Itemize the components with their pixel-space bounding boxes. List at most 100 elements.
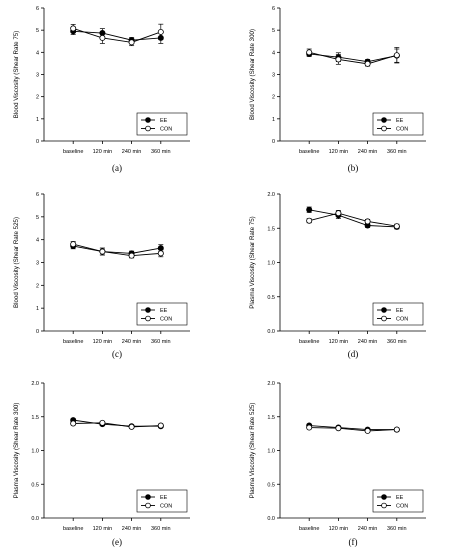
panel-label: (e) (112, 537, 122, 547)
data-point-con (70, 25, 77, 32)
y-axis-title: Plasma Viscosity (Shear Rate 300) (13, 403, 20, 499)
y-tick-label: 4 (36, 238, 39, 244)
chart-panel-4: 0.0 0.5 1.0 1.5 2.0 baseline 120 min 240 min 360… (13, 381, 190, 547)
y-tick-label: 0 (36, 329, 39, 335)
legend-swatch-marker (381, 315, 387, 322)
x-tick-label: 360 min (387, 339, 407, 345)
y-tick-label: 0.0 (267, 329, 275, 335)
data-point-con (99, 419, 106, 426)
y-tick-label: 5 (272, 28, 275, 34)
legend-swatch-marker (145, 494, 151, 500)
x-tick-label: baseline (63, 149, 84, 155)
x-tick-label: 240 min (358, 149, 378, 155)
y-tick-label: 1 (36, 117, 39, 123)
legend-swatch-marker (381, 502, 387, 509)
series-line-con (309, 212, 397, 227)
y-tick-label: 0.0 (267, 516, 275, 522)
y-tick-label: 6 (36, 6, 39, 12)
y-tick-label: 0.0 (31, 516, 39, 522)
legend-entry-label: CON (396, 504, 408, 510)
x-tick-label: baseline (299, 149, 320, 155)
chart-panel-3: 0.0 0.5 1.0 1.5 2.0 baseline 120 min 240 min 360… (249, 192, 426, 359)
data-point-con (157, 28, 164, 35)
y-tick-label: 1.0 (31, 449, 39, 455)
y-tick-label: 1.5 (31, 415, 39, 421)
x-tick-label: 120 min (329, 526, 349, 532)
legend-entry-label: CON (396, 317, 408, 323)
data-point-ee (306, 206, 313, 213)
legend-entry-label: CON (160, 317, 172, 323)
data-point-con (128, 423, 135, 430)
series-line-con (73, 27, 161, 43)
legend-swatch-marker (381, 125, 387, 132)
x-tick-label: 360 min (151, 526, 171, 532)
series-line-con (309, 51, 397, 65)
y-tick-label: 0 (272, 139, 275, 145)
legend-entry-label: EE (160, 495, 168, 501)
x-tick-label: 240 min (358, 339, 378, 345)
x-tick-label: 360 min (387, 526, 407, 532)
data-point-con (306, 49, 313, 56)
x-tick-label: 120 min (93, 339, 113, 345)
y-tick-label: 5 (36, 215, 39, 221)
legend-swatch-marker (381, 307, 387, 313)
y-tick-label: 3 (36, 73, 39, 79)
y-tick-label: 0.5 (267, 482, 275, 488)
data-point-con (335, 56, 342, 63)
legend-entry-label: CON (160, 127, 172, 133)
y-tick-label: 4 (36, 50, 39, 56)
data-point-con (99, 34, 106, 41)
y-tick-label: 6 (272, 6, 275, 12)
panel-label: (b) (348, 163, 359, 173)
data-point-con (128, 252, 135, 259)
x-tick-label: 360 min (151, 149, 171, 155)
x-tick-label: baseline (63, 526, 84, 532)
y-tick-label: 2 (36, 95, 39, 101)
panel-label: (f) (349, 537, 358, 547)
series-line-ee (73, 30, 161, 41)
y-tick-label: 6 (36, 192, 39, 198)
panel-label: (c) (112, 349, 122, 359)
x-tick-label: 240 min (358, 526, 378, 532)
x-tick-label: 120 min (93, 149, 113, 155)
legend-entry-label: CON (160, 504, 172, 510)
panel-label: (a) (112, 163, 122, 173)
y-tick-label: 2.0 (31, 381, 39, 387)
legend-entry-label: EE (160, 118, 168, 124)
y-tick-label: 1 (272, 117, 275, 123)
y-axis-title: Plasma Viscosity (Shear Rate 75) (249, 216, 256, 308)
y-tick-label: 1.5 (267, 415, 275, 421)
y-axis-title: Blood Viscosity (Shear Rate 525) (13, 217, 20, 308)
series-line-ee (73, 245, 161, 254)
y-tick-label: 5 (36, 28, 39, 34)
data-point-con (393, 52, 400, 59)
chart-panel-5: 0.0 0.5 1.0 1.5 2.0 baseline 120 min 240 min 360… (249, 381, 426, 547)
data-point-con (306, 424, 313, 431)
chart-panel-1: 0 1 2 3 4 5 6 baseline 120 min 240 min 360 min Bloo… (249, 6, 426, 173)
y-tick-label: 4 (272, 50, 275, 56)
legend-swatch-marker (145, 502, 151, 509)
legend-entry-label: EE (396, 495, 404, 501)
legend-swatch-marker (145, 125, 151, 132)
data-point-con (364, 427, 371, 434)
x-tick-label: baseline (299, 526, 320, 532)
y-tick-label: 0 (36, 139, 39, 145)
x-tick-label: 240 min (122, 149, 142, 155)
y-tick-label: 3 (36, 261, 39, 267)
y-tick-label: 3 (272, 73, 275, 79)
data-point-con (99, 248, 106, 255)
y-tick-label: 2.0 (267, 192, 275, 198)
x-tick-label: baseline (299, 339, 320, 345)
y-tick-label: 2 (272, 95, 275, 101)
series-line-ee (309, 209, 397, 228)
y-tick-label: 2.0 (267, 381, 275, 387)
data-point-con (335, 425, 342, 432)
series-line-ee (309, 425, 397, 431)
y-tick-label: 1.0 (267, 261, 275, 267)
x-tick-label: 360 min (151, 339, 171, 345)
y-tick-label: 1 (36, 306, 39, 312)
legend-swatch-marker (145, 307, 151, 313)
legend-swatch-marker (381, 494, 387, 500)
series-line-con (73, 422, 161, 428)
